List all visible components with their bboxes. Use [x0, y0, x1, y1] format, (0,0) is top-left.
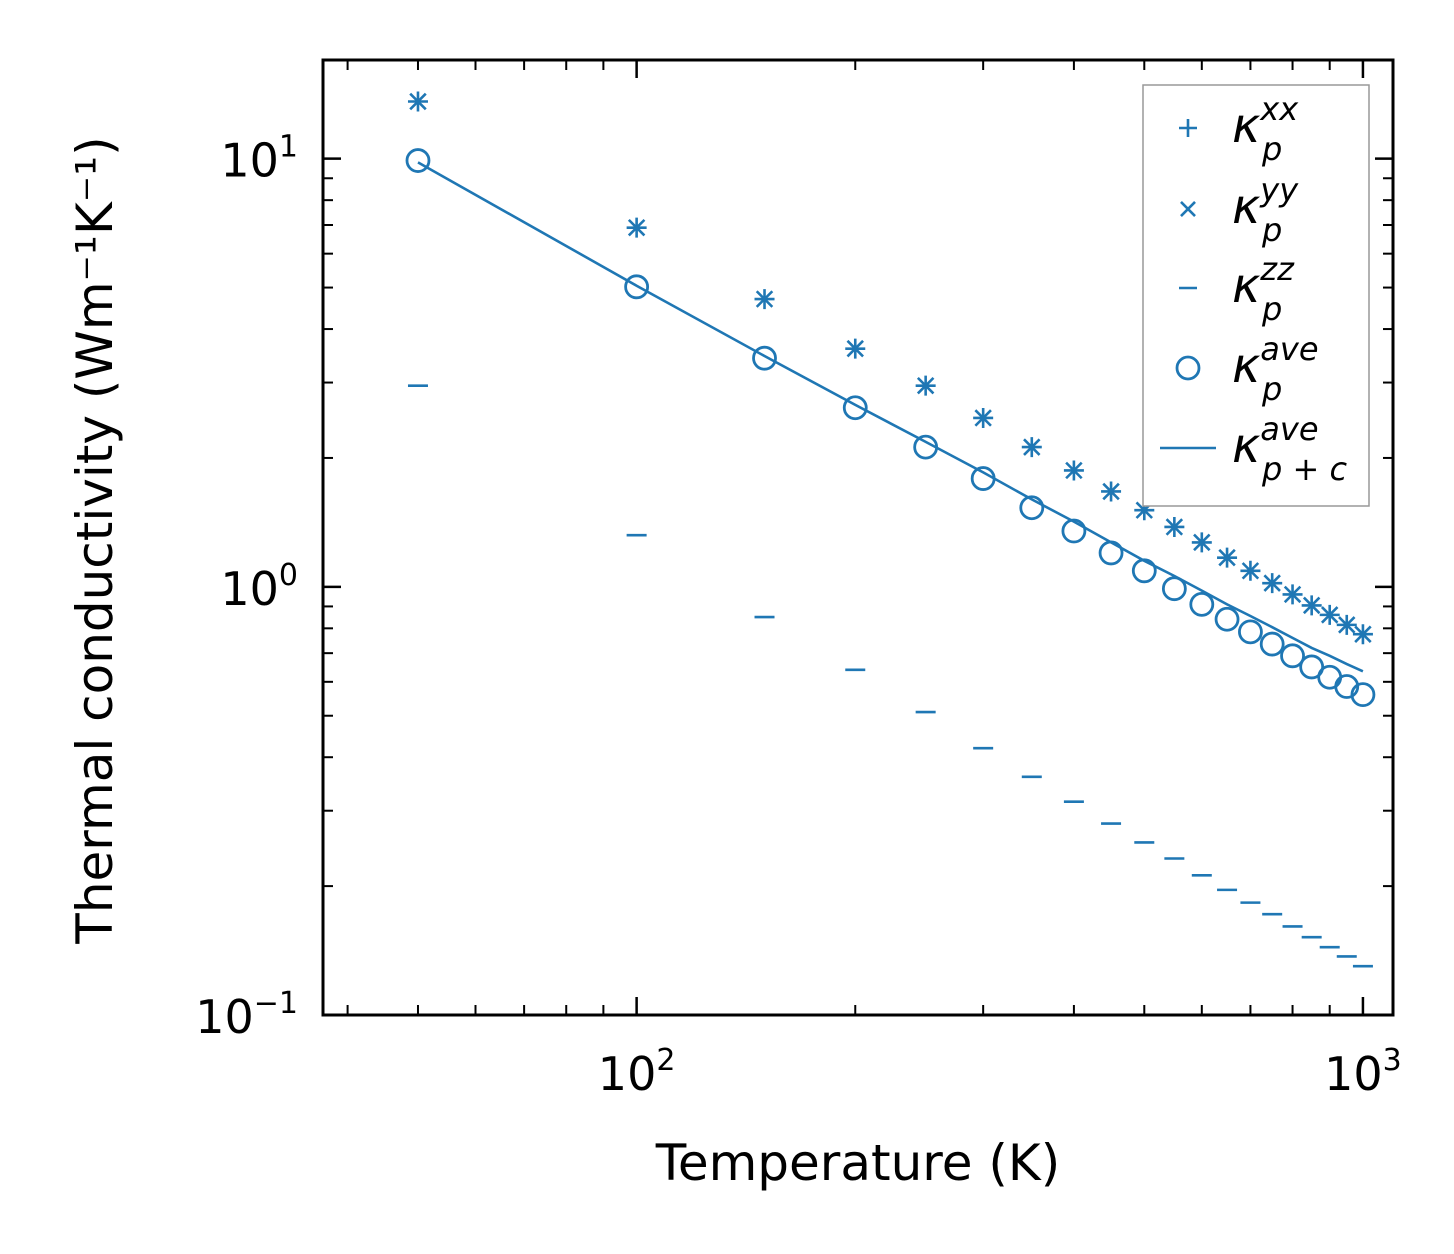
- legend-entry-kyy: κyy p: [1180, 171, 1299, 249]
- data-point: [409, 92, 427, 111]
- series-kave: [405, 148, 1376, 708]
- data-point: [755, 290, 774, 308]
- legend-label: κzz p: [1232, 250, 1295, 328]
- data-point: [1189, 591, 1215, 617]
- data-point: [916, 376, 935, 395]
- y-tick-label: 100: [220, 558, 298, 616]
- data-point: [1061, 518, 1087, 544]
- series-line: [417, 161, 1364, 673]
- data-point: [405, 148, 431, 173]
- legend-marker: [1180, 201, 1196, 217]
- data-point: [842, 395, 868, 421]
- data-point: [1259, 631, 1285, 657]
- data-point: [752, 345, 777, 371]
- x-tick-labels: 102 103: [598, 1043, 1402, 1101]
- data-point: [624, 274, 650, 300]
- data-point: [1280, 643, 1305, 669]
- y-axis-label: Thermal conductivity (Wm⁻¹K⁻¹): [66, 136, 124, 944]
- data-point: [1161, 576, 1187, 602]
- minor-ticks: [323, 60, 1393, 1015]
- plot-frame: [321, 58, 1395, 1017]
- y-tick-label: 10−1: [195, 986, 298, 1044]
- data-point: [846, 339, 864, 358]
- legend-entry-kave: κave p: [1175, 330, 1319, 408]
- legend-marker: [1179, 119, 1197, 137]
- legend-label: κyy p: [1232, 171, 1299, 249]
- data-point: [1241, 562, 1260, 580]
- legend-marker: [1175, 355, 1201, 381]
- series-kave_pc: [417, 161, 1364, 673]
- legend-label: κxx p: [1232, 90, 1299, 168]
- legend-label: κave p: [1232, 330, 1319, 408]
- x-tick-label: 102: [598, 1043, 676, 1101]
- x-axis-label: Temperature (K): [655, 1134, 1060, 1192]
- data-point: [1102, 482, 1120, 501]
- data-point: [1299, 654, 1325, 680]
- data-point: [1165, 518, 1184, 536]
- data-point: [1350, 682, 1376, 708]
- data-point: [1214, 606, 1240, 632]
- data-point: [1338, 616, 1356, 634]
- series-layer: [405, 91, 1376, 968]
- x-tick-label: 103: [1324, 1043, 1402, 1101]
- data-point: [1302, 596, 1321, 615]
- data-point: [1238, 619, 1263, 645]
- y-tick-label: 101: [220, 130, 298, 188]
- legend-entry-kxx: κxx p: [1179, 90, 1299, 168]
- data-point: [1065, 461, 1083, 480]
- data-point: [1320, 606, 1339, 624]
- data-point: [627, 218, 646, 237]
- series-kzz: [407, 384, 1373, 968]
- data-point: [974, 409, 992, 427]
- data-point: [1354, 625, 1372, 643]
- legend-entry-kave_pc: κave p + c: [1160, 410, 1347, 488]
- data-point: [1283, 585, 1302, 604]
- legend-entry-kzz: κzz p: [1179, 250, 1295, 328]
- data-point: [1023, 438, 1041, 456]
- data-point: [1019, 495, 1045, 521]
- legend-frame: [1142, 84, 1370, 507]
- data-point: [1218, 548, 1236, 567]
- legend-label: κave p + c: [1232, 410, 1347, 488]
- series-kyy: [409, 92, 1372, 643]
- y-tick-labels: 10−1 100 101: [195, 130, 298, 1044]
- data-point: [1193, 533, 1211, 552]
- data-point: [1263, 574, 1281, 592]
